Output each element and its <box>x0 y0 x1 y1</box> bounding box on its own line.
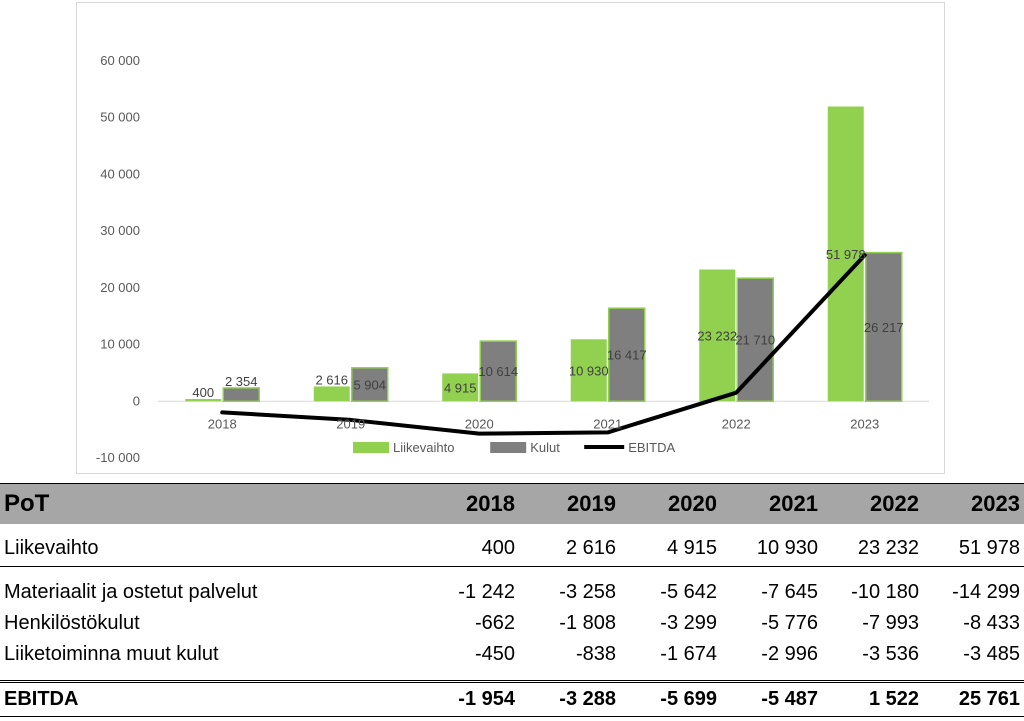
table-cell: -1 242 <box>458 581 515 603</box>
table-header-row: PoT 2018 2019 2020 2021 2022 2023 <box>0 483 1024 524</box>
table-cell: -14 299 <box>952 581 1020 603</box>
bar-kulut <box>736 277 774 403</box>
row-label: EBITDA <box>0 680 418 717</box>
bar-kulut <box>608 307 646 403</box>
year-header: 2021 <box>721 483 822 524</box>
table-title: PoT <box>0 483 418 524</box>
table-cell: 25 761 <box>923 680 1024 717</box>
data-label: 26 217 <box>864 320 904 335</box>
table-cell: -10 180 <box>851 581 919 603</box>
bar-kulut <box>351 367 389 403</box>
ebitda-line <box>220 253 867 436</box>
legend-label: EBITDA <box>628 440 675 455</box>
y-tick-label: 40 000 <box>100 166 140 181</box>
table-cell: -8 433 <box>963 612 1020 634</box>
legend-label: Liikevaihto <box>393 440 454 455</box>
year-header: 2018 <box>418 483 519 524</box>
data-label: 10 614 <box>478 364 518 379</box>
data-label: 5 904 <box>353 378 386 393</box>
table-cell: 4 915 <box>620 530 721 567</box>
table-cell: -3 288 <box>519 680 620 717</box>
y-tick-label: 10 000 <box>100 337 140 352</box>
x-tick-label: 2019 <box>336 416 365 431</box>
bar-liikevaihto <box>313 386 350 402</box>
x-tick-label: 2021 <box>593 416 622 431</box>
data-label: 10 930 <box>569 363 609 378</box>
table-cell: -838 <box>575 643 616 665</box>
table-cell: -5 699 <box>620 680 721 717</box>
y-tick-label: 20 000 <box>100 280 140 295</box>
legend-swatch <box>353 442 389 453</box>
legend-swatch <box>490 442 527 453</box>
bar-kulut <box>222 387 260 403</box>
pl-table-container: PoT 2018 2019 2020 2021 2022 2023 Liikev… <box>0 483 1024 721</box>
bar-liikevaihto <box>570 339 607 402</box>
table-cell: -3 485 <box>963 643 1020 665</box>
bar-liikevaihto <box>827 106 864 402</box>
data-label: 51 978 <box>826 247 866 262</box>
row-label: Henkilöstökulut <box>4 612 140 634</box>
table-cell: -450 <box>474 643 515 665</box>
bar-liikevaihto <box>442 373 479 402</box>
data-label: 400 <box>192 385 214 400</box>
table-cell: -662 <box>474 612 515 634</box>
bar-kulut <box>479 340 517 403</box>
data-label: 4 915 <box>444 380 477 395</box>
table-cell: 23 232 <box>822 530 923 567</box>
table-cell: -1 808 <box>559 612 616 634</box>
table-row-materials: Materiaalit ja ostetut palvelut -1 242 -… <box>0 577 1024 608</box>
table-cell: -1 954 <box>418 680 519 717</box>
bar-liikevaihto <box>699 269 736 402</box>
table-cell: -3 299 <box>660 612 717 634</box>
y-tick-label: 50 000 <box>100 110 140 125</box>
data-label: 21 710 <box>735 333 775 348</box>
table-row-personnel: Henkilöstökulut -662 -1 808 -3 299 -5 77… <box>0 608 1024 639</box>
year-header: 2019 <box>519 483 620 524</box>
year-header: 2023 <box>923 483 1024 524</box>
x-tick-label: 2023 <box>850 416 879 431</box>
table-cell: -1 674 <box>660 643 717 665</box>
y-tick-label: 0 <box>133 393 140 408</box>
year-header: 2022 <box>822 483 923 524</box>
table-cell: -7 993 <box>862 612 919 634</box>
year-header: 2020 <box>620 483 721 524</box>
table-cell: -2 996 <box>761 643 818 665</box>
y-tick-label: 30 000 <box>100 223 140 238</box>
data-label: 2 616 <box>315 372 348 387</box>
row-label: Liikevaihto <box>0 530 418 567</box>
table-cell: -5 776 <box>761 612 818 634</box>
legend-label: Kulut <box>530 440 560 455</box>
chart-area: -10 000 0 10 000 20 000 30 000 40 000 50 000 60… <box>76 2 945 474</box>
table-cell: 51 978 <box>923 530 1024 567</box>
table-cell: 10 930 <box>721 530 822 567</box>
y-tick-label: -10 000 <box>96 450 140 465</box>
data-label: 23 232 <box>697 328 737 343</box>
data-label: 16 417 <box>607 348 647 363</box>
row-label: Liiketoiminna muut kulut <box>4 643 219 665</box>
table-cell: -5 642 <box>660 581 717 603</box>
row-label: Materiaalit ja ostetut palvelut <box>4 581 258 603</box>
table-cell: 400 <box>418 530 519 567</box>
pl-table: PoT 2018 2019 2020 2021 2022 2023 Liikev… <box>0 483 1024 717</box>
combo-chart: -10 000 0 10 000 20 000 30 000 40 000 50 000 60… <box>96 53 929 465</box>
bar-kulut <box>865 251 903 403</box>
bar-liikevaihto <box>185 399 222 402</box>
table-row-other: Liiketoiminna muut kulut -450 -838 -1 67… <box>0 639 1024 670</box>
x-tick-label: 2018 <box>208 416 237 431</box>
x-tick-label: 2020 <box>465 416 494 431</box>
table-cell: -3 536 <box>862 643 919 665</box>
table-cell: -5 487 <box>721 680 822 717</box>
table-row-ebitda: EBITDA -1 954 -3 288 -5 699 -5 487 1 522… <box>0 680 1024 717</box>
x-tick-label: 2022 <box>722 416 751 431</box>
table-cell: 1 522 <box>822 680 923 717</box>
table-cell: -7 645 <box>761 581 818 603</box>
y-tick-label: 60 000 <box>100 53 140 68</box>
table-cell: 2 616 <box>519 530 620 567</box>
table-cell: -3 258 <box>559 581 616 603</box>
table-row-revenue: Liikevaihto 400 2 616 4 915 10 930 23 23… <box>0 530 1024 567</box>
data-label: 2 354 <box>225 374 258 389</box>
